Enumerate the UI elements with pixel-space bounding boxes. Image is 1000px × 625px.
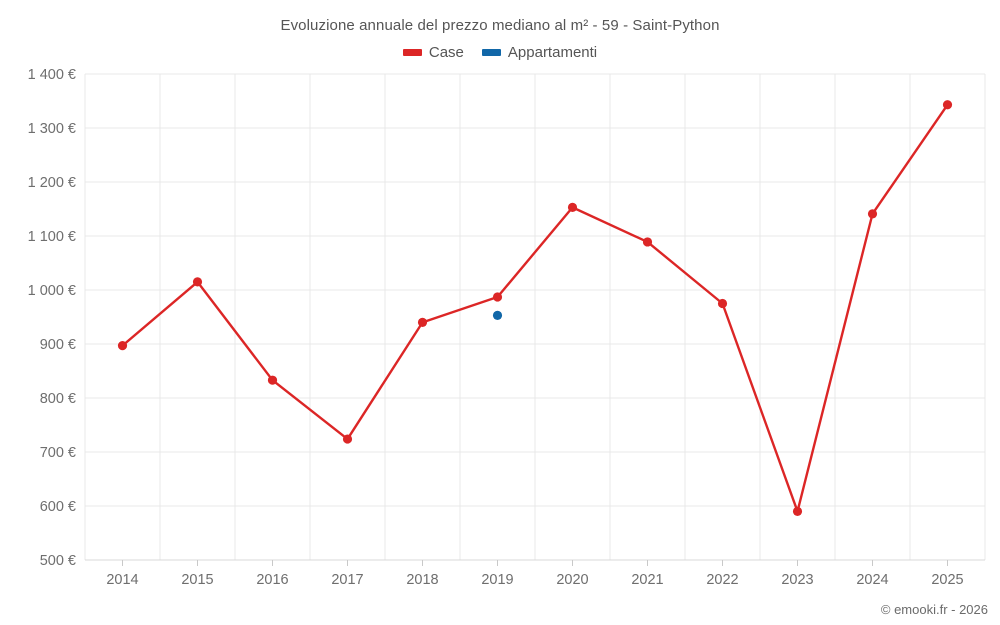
legend-label-appartamenti: Appartamenti [507,44,598,61]
x-axis-tick-label: 2022 [706,572,738,588]
x-axis-tick-label: 2019 [481,572,513,588]
y-axis-tick-label: 700 € [40,445,76,461]
series-line-case [121,103,949,513]
data-point-case-2015[interactable] [192,277,203,287]
legend-item-appartamenti[interactable]: Appartamenti [481,44,598,61]
copyright-notice: © emooki.fr - 2026 [880,602,988,617]
x-axis-tick-label: 2017 [331,572,363,588]
data-point-case-2018[interactable] [417,317,428,327]
y-axis-tick-label: 800 € [40,391,76,407]
y-axis-tick-label: 1 000 € [28,283,76,299]
legend-item-case[interactable]: Case [402,44,464,61]
y-axis-tick-label: 1 300 € [28,121,76,137]
x-axis-tick-label: 2014 [106,572,138,588]
y-axis-tick-label: 1 100 € [28,229,76,245]
data-point-case-2017[interactable] [342,434,353,444]
x-axis-tick-label: 2021 [631,572,663,588]
data-point-case-2023[interactable] [792,506,803,516]
x-axis-tick-label: 2016 [256,572,288,588]
y-axis-labels: 500 € 600 € 700 € 800 € 900 € 1 000 € 1 100 € 1… [28,67,76,569]
legend-swatch-case [402,49,422,56]
y-axis-tick-label: 500 € [40,553,76,569]
x-axis-tick-label: 2020 [556,572,588,588]
data-point-case-2022[interactable] [717,298,728,309]
x-axis-tick-label: 2015 [181,572,213,588]
data-point-case-2024[interactable] [867,209,878,219]
data-point-case-2019[interactable] [492,292,503,302]
data-point-case-2016[interactable] [267,375,278,385]
legend-label-case: Case [428,44,464,61]
data-point-case-2014[interactable] [117,341,128,351]
grid-lines [84,73,986,566]
data-point-case-2025[interactable] [942,100,953,110]
x-axis-tick-label: 2018 [406,572,438,588]
data-series [117,100,953,516]
y-axis-tick-label: 900 € [40,337,76,353]
y-axis-tick-label: 1 400 € [28,67,76,83]
x-axis-labels: 2014 2015 2016 2017 2018 2019 2020 2021 2022 2023… [106,572,963,588]
y-axis-tick-label: 600 € [40,499,76,515]
data-point-case-2020[interactable] [567,202,578,212]
y-axis-tick-label: 1 200 € [28,175,76,191]
data-point-appartamenti-2019[interactable] [492,310,503,320]
x-axis-tick-label: 2024 [856,572,888,588]
chart-title: Evoluzione annuale del prezzo mediano al… [280,17,720,34]
data-point-case-2021[interactable] [642,237,653,247]
x-axis-tick-label: 2023 [781,572,813,588]
legend-swatch-appartamenti [481,49,501,56]
chart-legend: Case Appartamenti [0,44,1000,61]
x-axis-tick-label: 2025 [931,572,963,588]
